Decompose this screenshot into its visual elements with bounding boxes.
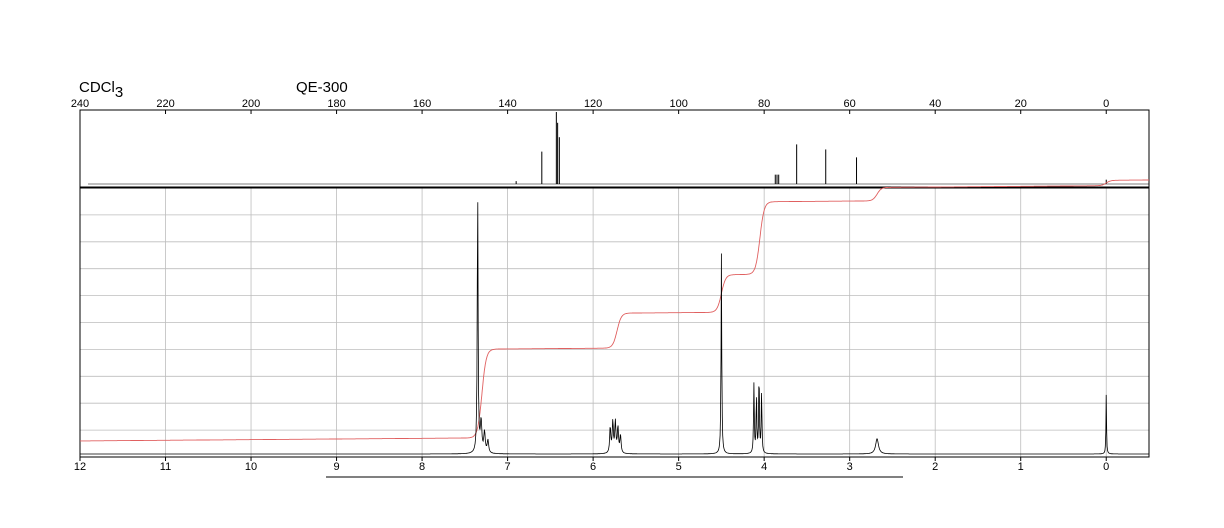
h1-tick-label: 10: [245, 461, 257, 473]
h1-axis-ticks: 12 11 10 9 8 7 6 5 4 3 2 1 0: [74, 457, 1109, 473]
c13-tick-label: 180: [327, 98, 345, 110]
h1-tick-label: 1: [1018, 461, 1024, 473]
h1-tick-label: 3: [847, 461, 853, 473]
h1-tick-label: 7: [505, 461, 511, 473]
h1-tick-label: 0: [1103, 461, 1109, 473]
h1-spectrum-trace: [80, 202, 1149, 455]
c13-tick-label: 60: [844, 98, 856, 110]
h1-tick-label: 4: [761, 461, 767, 473]
h1-grid: [79, 188, 1149, 457]
c13-tick-label: 220: [156, 98, 174, 110]
c13-tick-label: 120: [584, 98, 602, 110]
h1-tick-label: 11: [160, 461, 171, 473]
c13-tick-label: 40: [929, 98, 941, 110]
c13-tick-label: 20: [1015, 98, 1027, 110]
c13-tick-label: 100: [669, 98, 687, 110]
h1-tick-label: 2: [932, 461, 938, 473]
instrument-label: QE-300: [296, 79, 348, 96]
c13-axis-ticks: 240 220 200 180 160 140 120 100 80 60 40 20 0: [71, 98, 1109, 114]
c13-tick-label: 200: [242, 98, 260, 110]
c13-peaks: [515, 112, 1107, 184]
solvent-label: CDCl3: [79, 79, 123, 101]
c13-panel-frame: [79, 109, 1150, 188]
c13-tick-label: 160: [413, 98, 431, 110]
h1-tick-label: 8: [419, 461, 425, 473]
h1-spectrum-panel: 12 11 10 9 8 7 6 5 4 3 2 1 0: [74, 179, 1150, 473]
h1-tick-label: 5: [676, 461, 682, 473]
h1-tick-label: 12: [74, 461, 86, 473]
h1-tick-label: 9: [333, 461, 339, 473]
c13-tick-label: 140: [498, 98, 516, 110]
c13-tick-label: 240: [71, 98, 89, 110]
c13-spectrum-panel: 240 220 200 180 160 140 120 100 80 60 40 20 0: [71, 98, 1150, 188]
c13-tick-label: 80: [758, 98, 770, 110]
h1-integral-curve: [80, 179, 1149, 442]
h1-tick-label: 6: [590, 461, 596, 473]
c13-tick-label: 0: [1103, 98, 1109, 110]
h1-panel-frame: [79, 187, 1150, 458]
